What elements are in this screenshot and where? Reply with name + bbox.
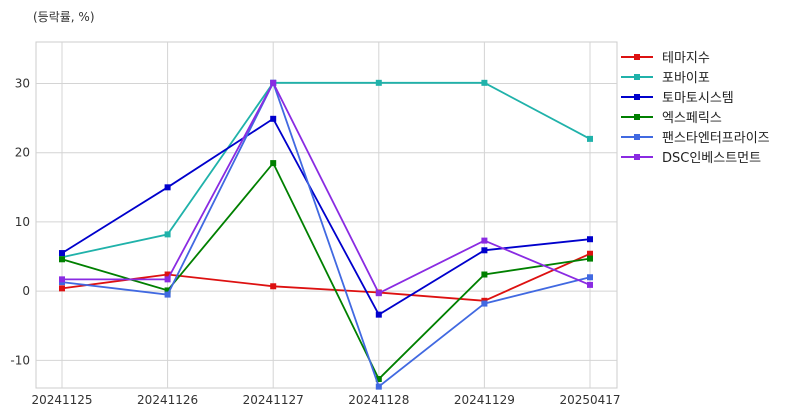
data-point: [587, 255, 593, 262]
data-point: [481, 79, 488, 86]
legend-label: 테마지수: [662, 51, 710, 66]
series-line: [61, 117, 591, 316]
data-point: [270, 79, 277, 86]
x-tick-label: 20241127: [243, 393, 304, 407]
data-point: [164, 184, 171, 191]
series-5: [59, 79, 593, 390]
data-point: [587, 281, 593, 288]
data-point: [481, 247, 488, 254]
series-line: [61, 81, 591, 259]
data-point: [59, 285, 65, 292]
plot-area: [35, 41, 618, 389]
data-point: [375, 311, 382, 318]
data-point: [164, 271, 171, 278]
data-point: [587, 250, 593, 257]
x-tick-label: 20241126: [137, 393, 198, 407]
legend-item: 팬스타엔터프라이즈: [621, 131, 770, 146]
legend-label: 토마토시스템: [662, 91, 734, 106]
legend-marker: [634, 114, 640, 120]
data-point: [481, 271, 488, 278]
legend-label: DSC인베스트먼트: [662, 151, 761, 166]
legend-marker: [634, 134, 640, 140]
data-point: [375, 79, 382, 86]
legend-item: 엑스페릭스: [621, 111, 722, 126]
legend-item: DSC인베스트먼트: [621, 151, 761, 166]
y-tick-label: 0: [22, 284, 30, 298]
y-unit-label: (등락률, %): [33, 10, 95, 24]
series-line: [61, 80, 591, 389]
data-point: [375, 290, 382, 297]
data-point: [59, 256, 65, 263]
legend-label: 포바이포: [662, 71, 710, 86]
legend-marker: [634, 54, 640, 60]
data-point: [270, 115, 277, 122]
data-point: [375, 376, 382, 383]
x-tick-label: 20241129: [454, 393, 515, 407]
y-tick-label: -10: [10, 353, 30, 367]
legend-marker: [634, 74, 640, 80]
legend-item: 테마지수: [621, 51, 710, 66]
data-point: [164, 291, 171, 298]
legend-label: 엑스페릭스: [662, 111, 722, 126]
x-tick-label: 20250417: [559, 393, 620, 407]
y-tick-label: 10: [15, 215, 30, 229]
data-point: [270, 283, 277, 290]
data-point: [481, 300, 488, 307]
data-point: [587, 236, 593, 243]
data-point: [270, 160, 277, 167]
axis-tick-labels: 20241125 20241126 20241127 20241128 20241129…: [10, 77, 620, 407]
legend-marker: [634, 154, 640, 160]
legend-marker: [634, 94, 640, 100]
x-tick-label: 20241125: [31, 393, 92, 407]
data-point: [587, 135, 593, 142]
data-point: [481, 237, 488, 244]
data-point: [164, 287, 171, 294]
series-line: [61, 161, 591, 381]
series-6: [59, 79, 593, 297]
series-line: [62, 80, 591, 295]
legend-item: 포바이포: [621, 71, 710, 86]
series-layer: [59, 79, 593, 390]
legend-item: 토마토시스템: [621, 91, 734, 106]
data-point: [59, 250, 65, 257]
y-tick-label: 30: [15, 77, 30, 91]
data-point: [164, 276, 171, 283]
data-point: [375, 383, 382, 390]
x-tick-label: 20241128: [348, 393, 409, 407]
data-point: [587, 274, 593, 281]
series-line: [61, 252, 591, 302]
legend-label: 팬스타엔터프라이즈: [662, 131, 770, 146]
series-4: [59, 160, 593, 383]
y-tick-label: 20: [15, 146, 30, 160]
data-point: [164, 231, 171, 238]
data-point: [59, 276, 65, 283]
